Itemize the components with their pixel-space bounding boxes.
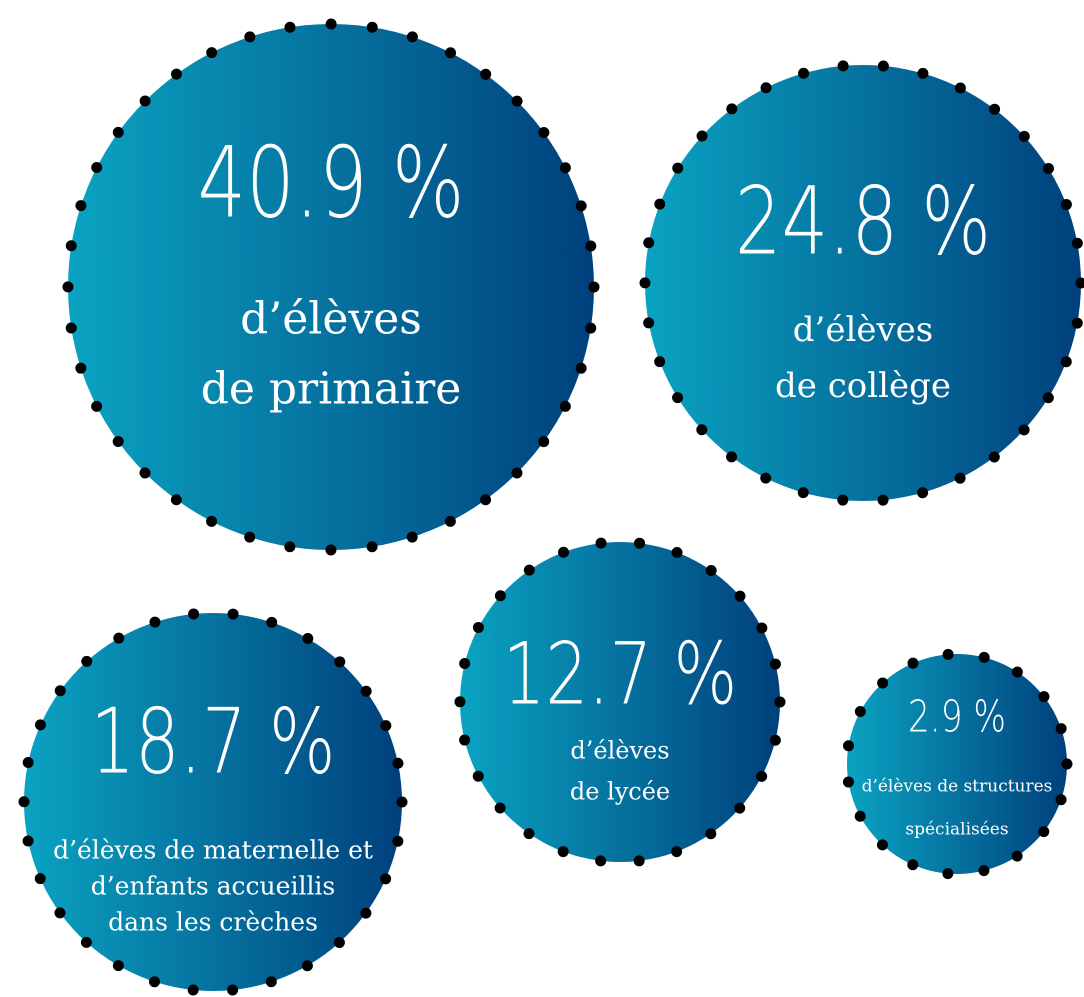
bubble-circle [68,24,594,550]
bubble-label: d’élèves de structures [862,777,1053,797]
dotted-border [18,607,408,997]
dotted-border [454,536,786,868]
bubble-circle [847,654,1067,874]
bubble: 24.8 % d’élèves de collège [639,59,1084,507]
bubble-value: 2.9 % [908,692,1006,743]
bubble-circle [645,65,1081,501]
bubble-label: de primaire [201,364,462,415]
dotted-border [62,18,600,556]
bubble-label: dans les crèches [108,908,318,937]
bubble-label: d’élèves de maternelle et [53,836,373,865]
bubble-value: 18.7 % [90,690,335,795]
bubble: 2.9 % d’élèves de structures spécialisées [841,648,1073,880]
bubble: 40.9 % d’élèves de primaire [62,18,600,556]
bubble-label: d’élèves [570,737,669,765]
bubble-value: 12.7 % [503,624,737,724]
bubble-label: spécialisées [905,820,1008,840]
bubble-circle [460,542,780,862]
bubble-value: 24.8 % [735,167,991,276]
bubble: 18.7 % d’élèves de maternelle et d’enfants… [18,607,408,997]
bubble-label: de lycée [570,778,670,806]
bubble-label: d’élèves [240,294,422,345]
bubble-label: de collège [775,366,951,406]
bubble-circle [24,613,402,991]
bubble: 12.7 % d’élèves de lycée [454,536,786,868]
bubble-label: d’élèves [793,310,933,350]
dotted-border [841,648,1073,880]
bubble-value: 40.9 % [197,125,464,240]
dotted-border [639,59,1084,507]
bubble-label: d’enfants accueillis [91,872,336,901]
